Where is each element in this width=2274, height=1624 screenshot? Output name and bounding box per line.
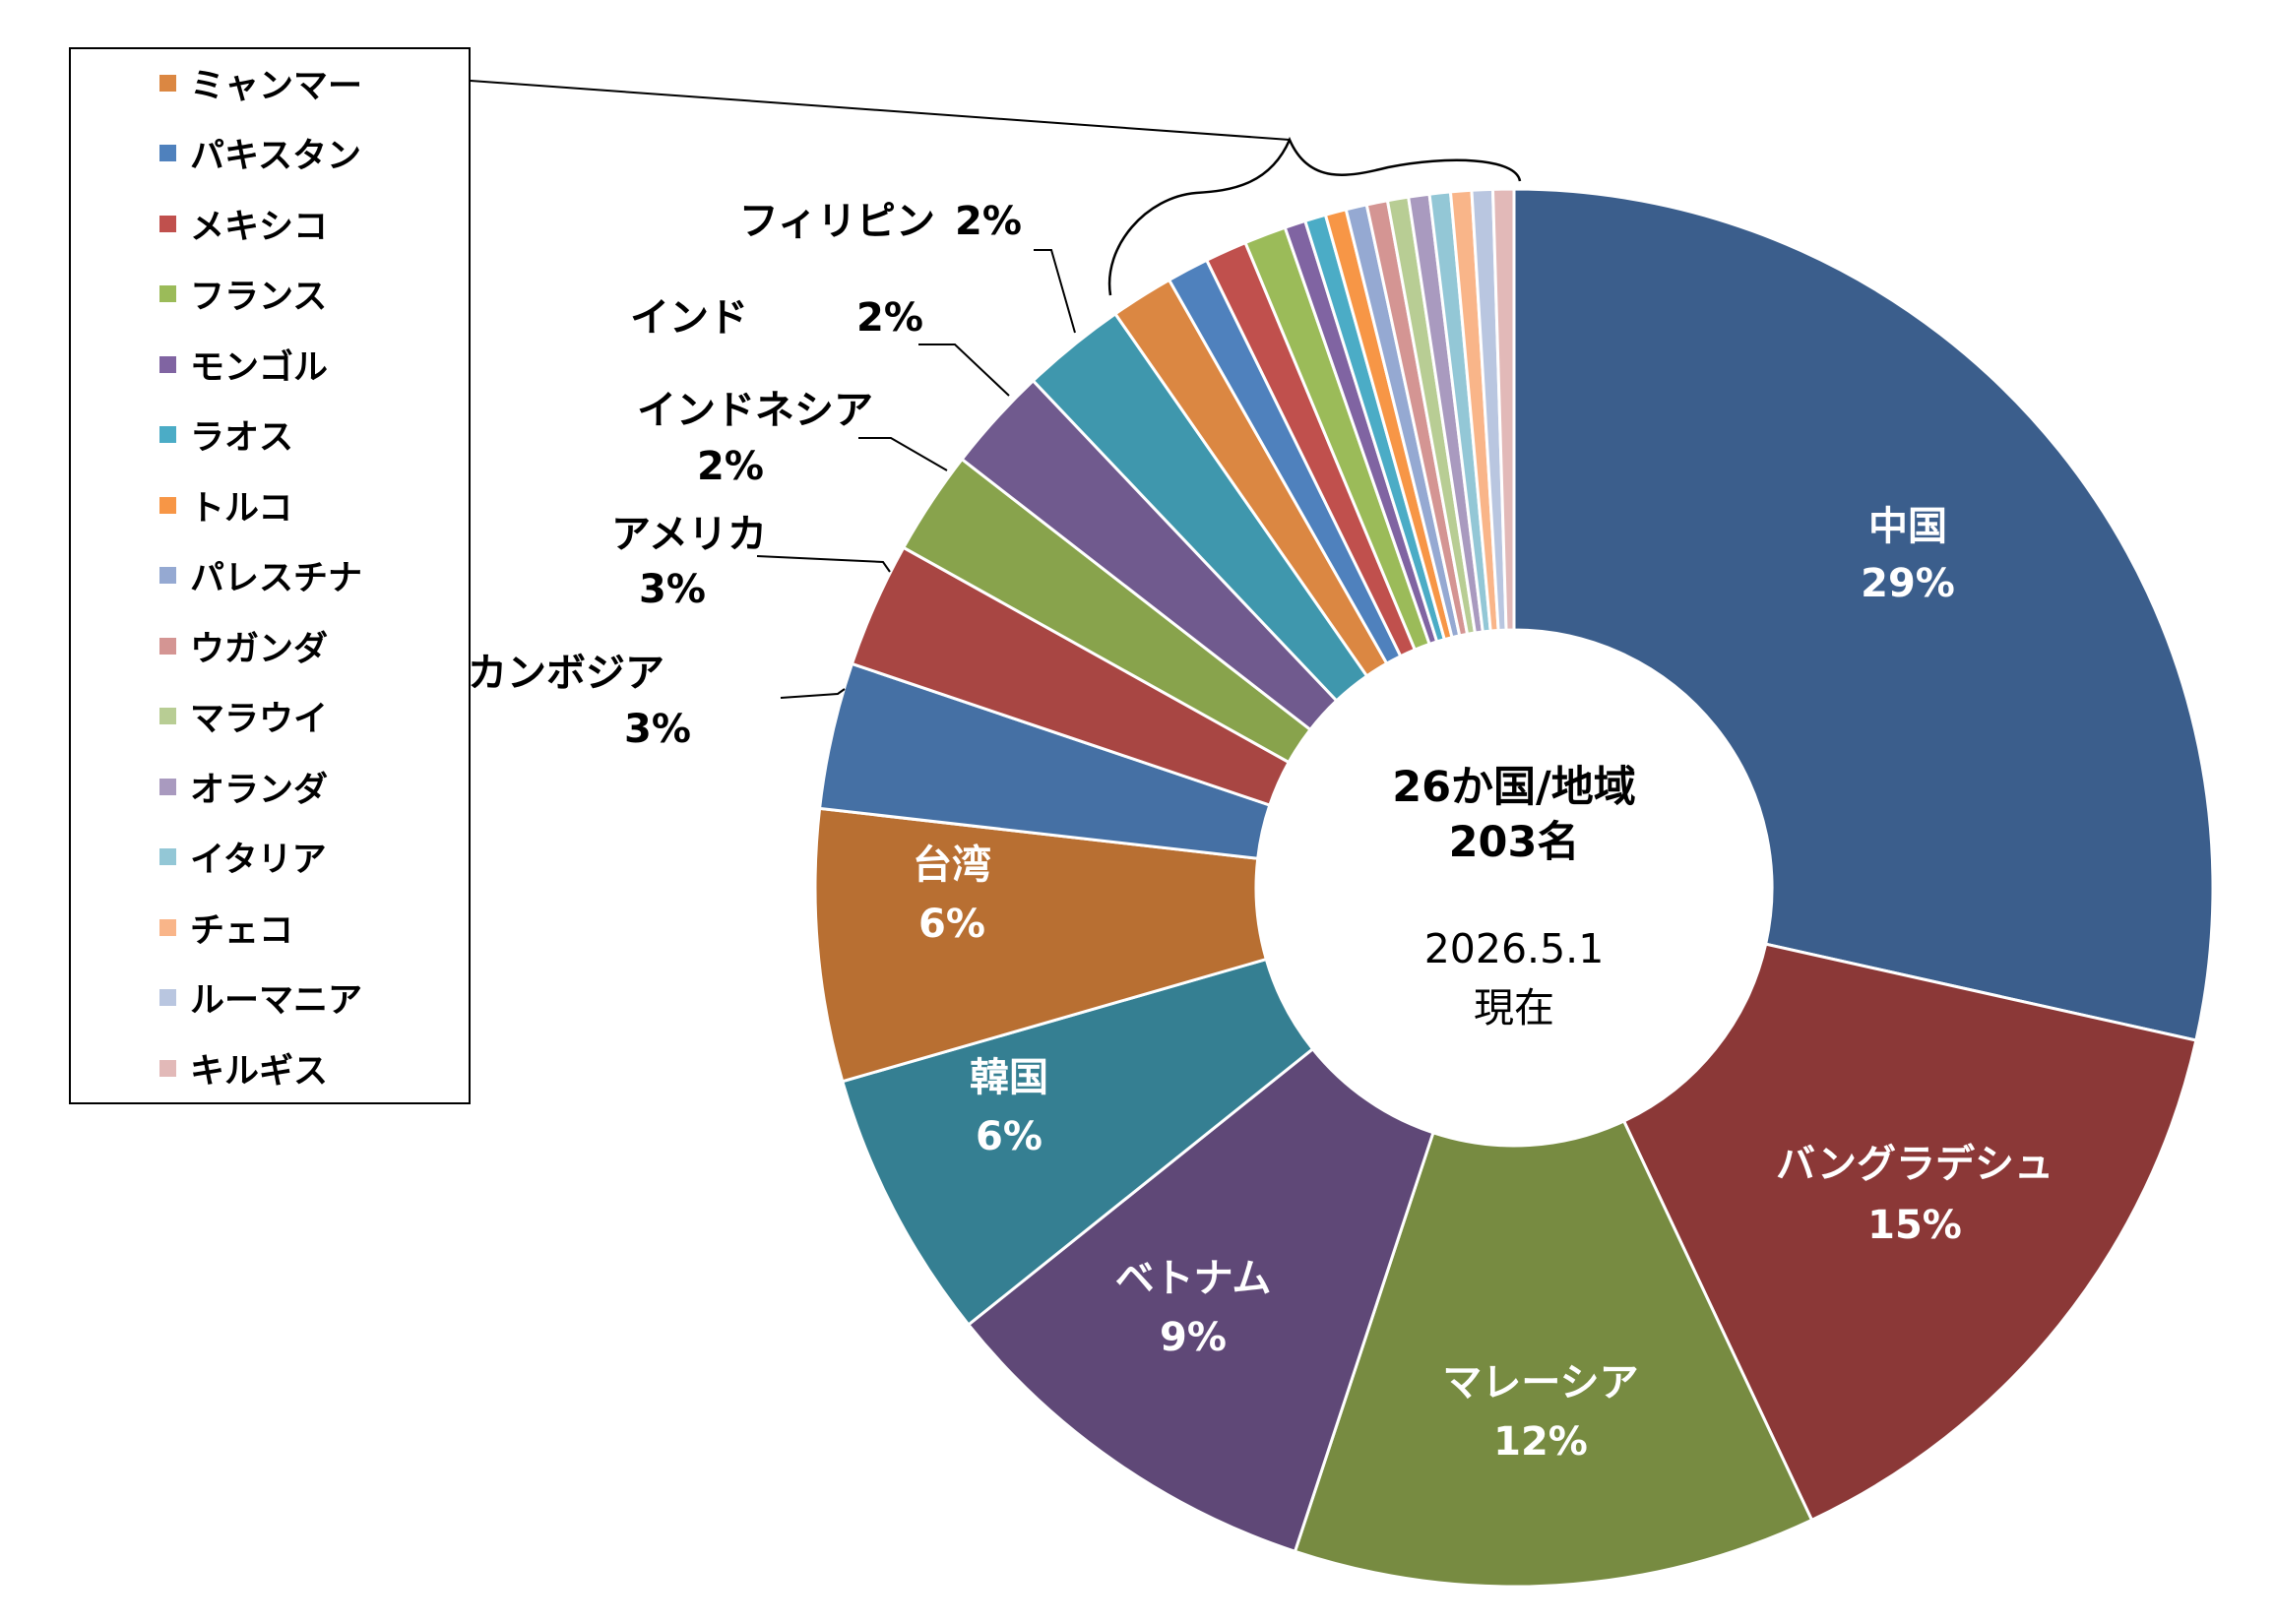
chart-guides xyxy=(470,80,1522,699)
leader-line xyxy=(1034,249,1076,334)
legend-label: チェコ xyxy=(190,910,294,951)
legend-item: ミャンマー xyxy=(159,63,362,106)
legend-label: パキスタン xyxy=(190,137,361,176)
legend-swatch xyxy=(159,285,176,302)
legend-swatch xyxy=(159,848,176,865)
legend-item: オランダ xyxy=(159,767,328,810)
center-count: 26か国/地域 xyxy=(1392,763,1636,812)
legend-item: マラウイ xyxy=(159,697,328,739)
chart-labels: 中国 29% バングラデシュ 15% マレーシア 12% ベトナム 9% 韓国 6% 台湾 6% カンボ… xyxy=(468,199,2053,1465)
legend-item: ウガンダ xyxy=(159,626,328,669)
legend-item: チェコ xyxy=(159,907,293,951)
legend-item: パキスタン xyxy=(159,134,361,176)
legend-item: モンゴル xyxy=(159,344,328,388)
legend-label: トルコ xyxy=(190,488,293,529)
slice-label-name: カンボジア xyxy=(468,651,664,696)
legend-swatch xyxy=(159,708,176,724)
legend-label: ミャンマー xyxy=(190,66,363,106)
leader-line xyxy=(858,437,948,471)
slice-label-pct: 12% xyxy=(1493,1419,1588,1465)
slice-label-name: インドネシア xyxy=(637,388,873,433)
pie-slice xyxy=(840,957,1315,1327)
slice-label-name: フィリピン xyxy=(739,199,935,244)
center-date: 2026.5.1 xyxy=(1424,925,1605,972)
legend-label: イタリア xyxy=(190,841,327,880)
legend-label: マラウイ xyxy=(190,700,329,739)
slice-label-pct: 2% xyxy=(856,295,923,341)
legend-swatch xyxy=(159,989,176,1006)
center-total: 203名 xyxy=(1449,818,1580,867)
legend-swatch xyxy=(159,145,176,161)
slice-label-name: マレーシア xyxy=(1442,1360,1638,1405)
legend-item: メキシコ xyxy=(159,204,328,247)
legend-item: トルコ xyxy=(159,485,292,529)
legend-swatch xyxy=(159,1059,176,1077)
legend-item: フランス xyxy=(159,275,327,317)
slice-label-pct: 6% xyxy=(918,902,985,947)
legend-swatch xyxy=(159,918,176,936)
slice-label-pct: 15% xyxy=(1867,1203,1962,1248)
legend-swatch xyxy=(159,567,176,584)
legend-swatch xyxy=(159,355,176,373)
chart-legend: ミャンマーパキスタンメキシコフランスモンゴルラオストルコパレスチナウガンダマラウ… xyxy=(69,47,471,1104)
slice-label-pct: 6% xyxy=(976,1114,1042,1159)
legend-item: ラオス xyxy=(159,415,293,458)
pie-slice xyxy=(1293,1119,1814,1589)
slice-label-name: 中国 xyxy=(1868,504,1947,549)
legend-label: オランダ xyxy=(190,770,329,810)
legend-label: ウガンダ xyxy=(190,629,329,669)
slice-label-pct: 3% xyxy=(624,707,691,752)
legend-label: フランス xyxy=(190,278,328,317)
pie-slice xyxy=(1621,942,2198,1523)
slice-label-pct: 2% xyxy=(955,199,1022,244)
legend-swatch xyxy=(159,74,176,92)
leader-line xyxy=(918,344,1010,397)
legend-item: ルーマニア xyxy=(159,978,362,1021)
slice-label-pct: 9% xyxy=(1160,1315,1227,1360)
legend-item: イタリア xyxy=(159,838,327,880)
slice-label-name: アメリカ xyxy=(611,512,767,557)
legend-item: パレスチナ xyxy=(159,556,362,598)
pie-slice xyxy=(813,806,1269,1084)
legend-item: キルギス xyxy=(159,1048,328,1092)
slice-label-pct: 3% xyxy=(639,567,706,612)
donut-center: 26か国/地域 203名 2026.5.1 現在 xyxy=(1392,763,1636,1031)
legend-label: パレスチナ xyxy=(190,559,363,598)
legend-swatch xyxy=(159,778,176,795)
center-date-suffix: 現在 xyxy=(1474,984,1554,1031)
slice-label-name: ベトナム xyxy=(1115,1256,1272,1301)
legend-label: キルギス xyxy=(190,1051,329,1092)
slice-label-pct: 2% xyxy=(697,444,764,489)
leader-line xyxy=(756,555,891,573)
legend-swatch xyxy=(159,215,176,232)
slice-label-name: 台湾 xyxy=(913,843,991,888)
pie-slice xyxy=(1490,187,1516,632)
slice-label-name: バングラデシュ xyxy=(1776,1142,2053,1187)
pie-slice xyxy=(1512,187,2215,1042)
slice-label-name: インド xyxy=(630,295,748,341)
legend-label: ルーマニア xyxy=(190,981,363,1021)
slice-label-pct: 29% xyxy=(1861,561,1955,606)
legend-connector xyxy=(470,80,1291,141)
legend-swatch xyxy=(159,496,176,514)
legend-label: メキシコ xyxy=(190,207,329,247)
legend-swatch xyxy=(159,637,176,655)
legend-swatch xyxy=(159,426,176,443)
legend-label: ラオス xyxy=(190,418,294,458)
pie-slice xyxy=(966,1046,1435,1554)
chart-slices xyxy=(813,187,2215,1589)
legend-label: モンゴル xyxy=(190,347,329,388)
leader-line xyxy=(780,688,846,699)
slice-label-name: 韓国 xyxy=(970,1055,1048,1100)
